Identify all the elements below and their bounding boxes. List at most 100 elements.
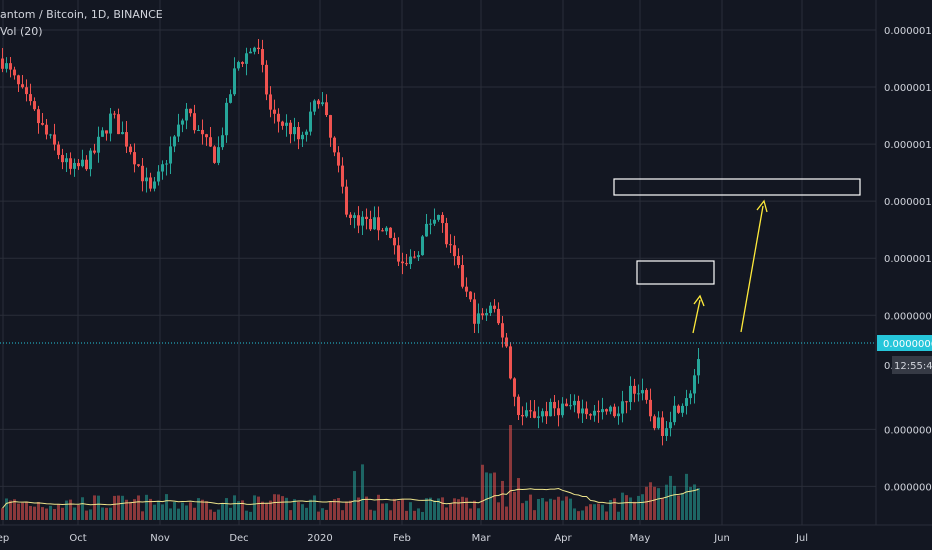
candle-body <box>97 136 100 153</box>
volume-bar <box>45 508 48 520</box>
candle-body <box>501 323 504 338</box>
candle-body <box>109 113 112 134</box>
candle-body <box>225 102 228 136</box>
candle-body <box>237 62 240 69</box>
candle-body <box>313 100 316 112</box>
candle-body <box>365 216 368 220</box>
candle-body <box>485 313 488 316</box>
volume-bar <box>465 497 468 520</box>
arrow-to-lower-box[interactable] <box>692 294 705 334</box>
volume-bar <box>553 499 556 520</box>
volume-bar <box>217 509 220 520</box>
volume-bar <box>189 502 192 520</box>
volume-bar <box>421 511 424 520</box>
candle-body <box>505 337 508 347</box>
time-axis[interactable]: ep Oct Nov Dec 2020 Feb Mar Apr May Jun Jul <box>0 533 808 544</box>
candle-body <box>193 113 196 131</box>
candle-body <box>5 63 8 69</box>
volume-bar <box>633 501 636 520</box>
candle-body <box>25 87 28 95</box>
price-tick-label: 0.00000120 <box>884 197 932 208</box>
volume-bar <box>657 488 660 520</box>
volume-bar <box>429 497 432 520</box>
candle-body <box>461 264 464 287</box>
volume-bar <box>637 495 640 520</box>
volume-bar <box>149 498 152 520</box>
volume-bar <box>373 510 376 520</box>
candle-body <box>641 390 644 394</box>
volume-legend[interactable]: Vol (20) <box>0 25 43 38</box>
candle-body <box>125 132 128 147</box>
candle-body <box>541 411 544 417</box>
candle-body <box>457 256 460 265</box>
volume-bar <box>505 506 508 520</box>
time-tick-label: Jun <box>713 533 730 544</box>
volume-bar <box>449 503 452 520</box>
candle-body <box>73 162 76 169</box>
volume-bar <box>5 498 8 520</box>
volume-bar <box>541 498 544 520</box>
time-tick-label: Jul <box>795 533 808 544</box>
volume-bar <box>625 495 628 520</box>
volume-bar <box>225 498 228 520</box>
symbol-legend[interactable]: antom / Bitcoin, 1D, BINANCE <box>0 8 163 21</box>
candle-body <box>377 217 380 231</box>
volume-bar <box>349 500 352 520</box>
candle-body <box>577 400 580 414</box>
volume-bar <box>517 478 520 520</box>
volume-bar <box>501 480 504 520</box>
candle-body <box>689 393 692 399</box>
time-tick-label: Nov <box>150 533 170 544</box>
price-axis[interactable]: 0.00000180 0.00000160 0.00000140 0.00000120… <box>884 26 932 493</box>
volume-bar <box>413 510 416 520</box>
candle-body <box>389 227 392 238</box>
volume-bar <box>165 494 168 520</box>
candle-body <box>33 101 36 110</box>
candle-body <box>393 237 396 246</box>
candle-body <box>121 132 124 135</box>
candle-body <box>13 69 16 76</box>
candle-body <box>341 165 344 187</box>
candle-body <box>401 261 404 264</box>
volume-bar <box>489 473 492 520</box>
candle-body <box>17 75 20 85</box>
volume-bar <box>265 503 268 520</box>
volume-bar <box>437 498 440 520</box>
candle-body <box>357 215 360 226</box>
volume-bar <box>77 504 80 520</box>
volume-bar <box>29 505 32 520</box>
candle-body <box>549 401 552 417</box>
volume-bar <box>557 496 560 520</box>
time-tick-label: 2020 <box>307 533 332 544</box>
volume-bar <box>109 507 112 520</box>
volume-bar <box>573 508 576 520</box>
candle-body <box>693 375 696 394</box>
volume-bar <box>589 504 592 520</box>
candle-body <box>9 63 12 70</box>
candle-body <box>161 164 164 172</box>
candle-body <box>49 134 52 136</box>
volume-bar <box>417 508 420 520</box>
volume-bar <box>361 464 364 520</box>
volume-bar <box>65 500 68 520</box>
candle-body <box>185 108 188 121</box>
volume-bar <box>317 511 320 520</box>
volume-bar <box>53 509 56 520</box>
volume-bar <box>445 507 448 520</box>
candle-body <box>493 305 496 309</box>
volume-bar <box>69 499 72 520</box>
candle-body <box>281 121 284 126</box>
volume-bar <box>561 500 564 520</box>
candle-body <box>241 62 244 64</box>
target-box-lower[interactable] <box>636 260 715 285</box>
candle-body <box>329 115 332 138</box>
candle-body <box>321 102 324 105</box>
candle-body <box>629 385 632 403</box>
target-box-upper[interactable] <box>613 178 861 196</box>
candle-body <box>245 53 248 64</box>
candle-body <box>601 409 604 413</box>
candle-body <box>169 146 172 164</box>
arrow-to-upper-box[interactable] <box>740 199 768 333</box>
